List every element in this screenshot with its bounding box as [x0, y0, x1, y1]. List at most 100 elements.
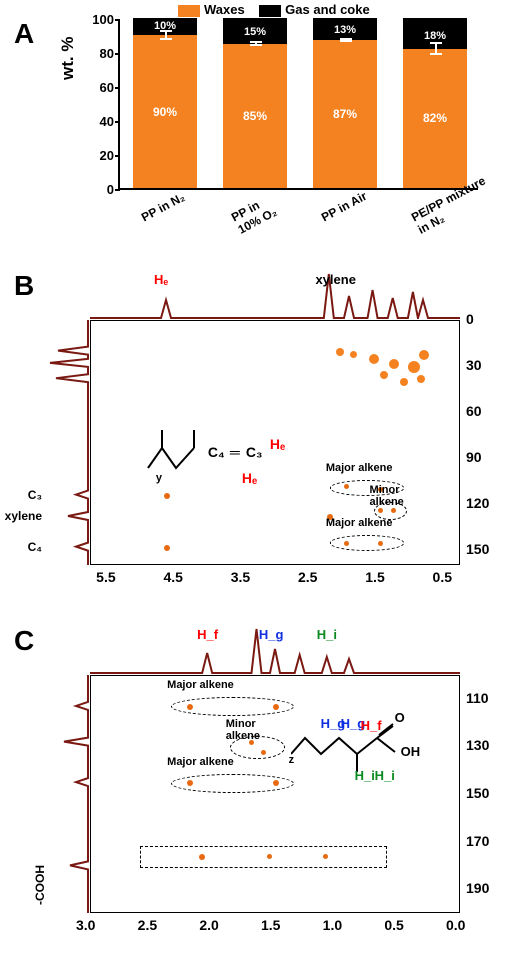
ytick: 120 [466, 495, 489, 511]
annotation-label: Minor alkene [370, 484, 404, 508]
xtick: 3.5 [231, 569, 250, 585]
xtick: 4.5 [163, 569, 182, 585]
cross-peak [336, 348, 344, 356]
xtick: 0.5 [384, 917, 403, 933]
panel-a-ylabel: wt. % [58, 37, 78, 80]
annotation-label: Major alkene [326, 462, 393, 474]
top-annot: H_i [317, 627, 337, 642]
top-annot: xylene [315, 272, 355, 287]
tick-mark [115, 87, 120, 89]
panel-c: C -COOH Major alkene Minor alkene Major al… [0, 625, 507, 950]
annotation-label: Minor alkene [226, 718, 260, 742]
ytick: 170 [466, 833, 489, 849]
panel-a-legend: Waxes Gas and coke [178, 2, 370, 17]
ytick: 110 [466, 690, 489, 706]
panel-b-label: B [14, 270, 34, 302]
panel-a-xlabel: PP in Air [319, 189, 369, 225]
cross-peak [350, 351, 357, 358]
xtick: 2.0 [199, 917, 218, 933]
ytick: 130 [466, 737, 489, 753]
legend-label-waxes: Waxes [204, 2, 245, 17]
error-bar [345, 38, 347, 41]
panel-a-ytick: 0 [82, 182, 114, 197]
xtick: 0.5 [433, 569, 452, 585]
annotation-rect [140, 846, 387, 867]
ytick: 190 [466, 880, 489, 896]
cross-peak [419, 350, 429, 360]
ytick: 60 [466, 403, 482, 419]
panel-b-left-trace [45, 320, 90, 565]
top-annot: Hₑ [154, 272, 168, 287]
annotation-ellipse [330, 535, 404, 550]
xtick: 0.0 [446, 917, 465, 933]
xtick: 5.5 [96, 569, 115, 585]
bar: 87% 13% [313, 18, 377, 188]
error-bar [255, 41, 257, 46]
error-bar [165, 30, 167, 40]
left-axis-label: C₄ [0, 540, 42, 554]
tick-mark [115, 53, 120, 55]
tick-mark [115, 155, 120, 157]
left-axis-label: C₃ [0, 488, 42, 502]
panel-a-plot: 02040608010090%10%85%15%87%13%82%18% [118, 20, 478, 190]
cross-peak [389, 359, 399, 369]
cross-peak [400, 378, 408, 386]
panel-a-ytick: 40 [82, 114, 114, 129]
xtick: 3.0 [76, 917, 95, 933]
bar-waxes-label: 87% [313, 107, 377, 121]
cross-peak [164, 545, 170, 551]
bar-gas-label: 18% [403, 30, 467, 42]
left-axis-label: -COOH [33, 865, 47, 917]
error-bar [435, 42, 437, 56]
ytick: 150 [466, 541, 489, 557]
cross-peak [417, 375, 425, 383]
bar: 90%10% [133, 18, 197, 188]
ytick: 150 [466, 785, 489, 801]
cross-peak [408, 361, 420, 373]
bar-gas-label: 15% [223, 26, 287, 38]
annotation-ellipse [171, 774, 294, 793]
xtick: 2.5 [298, 569, 317, 585]
cross-peak [164, 493, 170, 499]
annotation-label: Major alkene [167, 756, 234, 768]
panel-a-ytick: 60 [82, 80, 114, 95]
ytick: 90 [466, 449, 482, 465]
panel-a-ytick: 100 [82, 12, 114, 27]
bar: 85% 15% [223, 18, 287, 188]
ytick: 30 [466, 357, 482, 373]
annotation-ellipse [171, 697, 294, 716]
xtick: 2.5 [138, 917, 157, 933]
panel-c-label: C [14, 625, 34, 657]
panel-c-plot: Major alkeneMinor alkeneMajor alkenezH_g… [90, 675, 460, 913]
panel-b-plot: Major alkeneMinor alkeneMajor alkeneyC₄═… [90, 320, 460, 565]
bar-waxes-label: 82% [403, 111, 467, 125]
xtick: 1.0 [323, 917, 342, 933]
cross-peak [380, 371, 388, 379]
left-axis-label: xylene [0, 509, 42, 523]
cross-peak [369, 354, 379, 364]
ytick: 0 [466, 311, 474, 327]
panel-a-ytick: 20 [82, 148, 114, 163]
panel-b-top-trace [90, 270, 460, 320]
annotation-label: Major alkene [167, 679, 234, 691]
tick-mark [115, 19, 120, 21]
panel-c-left-trace [45, 675, 90, 913]
legend-swatch-gas [259, 5, 281, 17]
xtick: 1.5 [365, 569, 384, 585]
panel-a-xlabel: PP in N₂ [139, 190, 187, 224]
legend-label-gas: Gas and coke [285, 2, 370, 17]
panel-b: B C₃ xylene C₄ Major alkene Minor alkene Maj… [0, 270, 507, 600]
panel-a-ytick: 80 [82, 46, 114, 61]
top-trace-path [90, 274, 460, 318]
left-trace-path [64, 675, 88, 913]
panel-a: A Waxes Gas and coke wt. % 0204060801009… [18, 0, 498, 260]
legend-swatch-waxes [178, 5, 200, 17]
tick-mark [115, 121, 120, 123]
annotation-label: Major alkene [326, 517, 393, 529]
bar-gas-label: 13% [313, 24, 377, 36]
top-annot: H_g [259, 627, 284, 642]
bar-waxes-label: 90% [133, 105, 197, 119]
tick-mark [115, 189, 120, 191]
panel-a-label: A [14, 18, 34, 50]
bar-waxes-label: 85% [223, 109, 287, 123]
